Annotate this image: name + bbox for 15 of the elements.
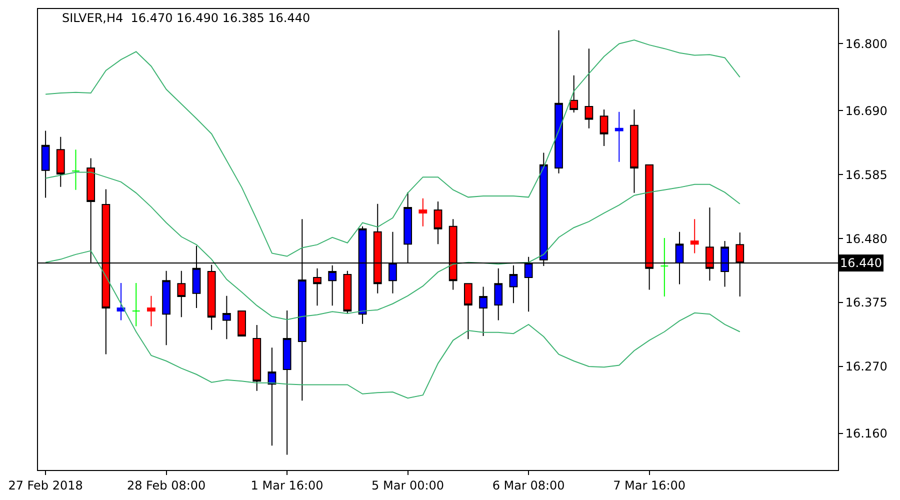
y-tick-label: 16.270 (845, 360, 888, 374)
x-tick-label: 7 Mar 16:00 (613, 478, 686, 492)
y-tick-label: 16.480 (845, 232, 888, 246)
x-tick-label: 6 Mar 08:00 (492, 478, 565, 492)
y-tick-label: 16.375 (845, 296, 888, 310)
y-tick-label: 16.690 (845, 104, 888, 118)
y-tick-label: 16.585 (845, 168, 888, 182)
x-tick-label: 5 Mar 00:00 (372, 478, 444, 492)
chart-title: SILVER,H4 16.470 16.490 16.385 16.440 (62, 11, 310, 26)
x-tick-label: 28 Feb 08:00 (126, 478, 206, 492)
x-tick-label: 1 Mar 16:00 (250, 478, 324, 492)
y-tick-label: 16.160 (845, 426, 888, 441)
ref-line-label: 16.440 (840, 256, 882, 270)
y-tick-label: 16.800 (845, 36, 888, 51)
x-tick-label: 27 Feb 2018 (8, 478, 83, 492)
